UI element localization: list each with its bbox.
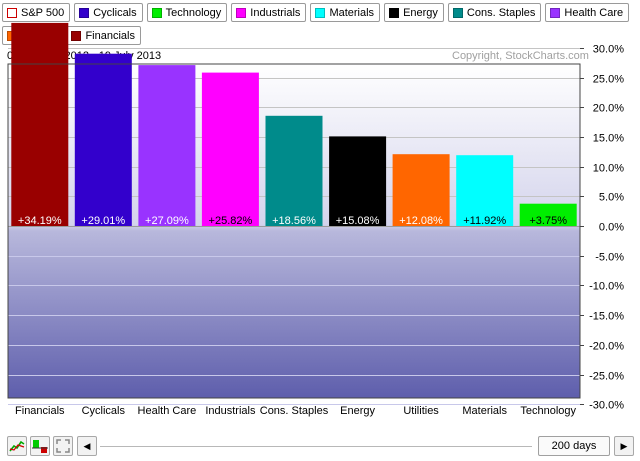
copyright: Copyright, StockCharts.com (452, 50, 589, 62)
bar-materials[interactable] (456, 155, 514, 226)
line-chart-icon (9, 440, 25, 452)
x-tick-label: Cons. Staples (260, 405, 329, 417)
legend-swatch (7, 7, 17, 18)
legend-item-cyclicals[interactable]: Cyclicals (74, 3, 143, 22)
y-tick-label: 10.0% (593, 163, 624, 175)
plot-border (7, 63, 581, 399)
bar-industrials[interactable] (201, 72, 259, 226)
y-tick-label: -5.0% (595, 252, 624, 264)
y-tick-label: 5.0% (599, 192, 624, 204)
x-tick-label: Utilities (403, 405, 439, 417)
legend-swatch (151, 7, 162, 18)
data-label: +29.01% (81, 215, 125, 227)
days-label: 200 days (551, 440, 597, 452)
legend-label: S&P 500 (21, 6, 65, 19)
legend-item-materials[interactable]: Materials (310, 3, 381, 22)
x-tick-label: Health Care (138, 405, 197, 417)
legend: S&P 500 Cyclicals Technology Industrials Mat… (2, 3, 632, 49)
bar-cons-staples[interactable] (265, 115, 323, 226)
legend-item-cons-staples[interactable]: Cons. Staples (447, 3, 542, 22)
data-label: +27.09% (145, 215, 189, 227)
line-chart-button[interactable] (7, 436, 27, 456)
legend-item-health-care[interactable]: Health Care (545, 3, 630, 22)
legend-label: Technology (165, 6, 222, 19)
bar-health-care[interactable] (138, 65, 196, 226)
legend-label: Financials (85, 29, 135, 42)
bar-utilities[interactable] (392, 154, 450, 226)
legend-swatch (389, 7, 400, 18)
days-range-button[interactable]: 200 days (538, 436, 610, 456)
x-axis-ticks: Financials Cyclicals Health Care Industrial… (15, 405, 576, 417)
data-label: +12.08% (399, 215, 443, 227)
legend-label: Materials (329, 6, 375, 19)
y-tick-label: -20.0% (589, 341, 624, 353)
fullscreen-icon (56, 439, 70, 453)
legend-label: Energy (403, 6, 438, 19)
y-tick-label: 0.0% (599, 222, 624, 234)
data-label: +15.08% (336, 215, 380, 227)
x-tick-label: Technology (520, 405, 576, 417)
legend-item-financials[interactable]: Financials (66, 26, 141, 45)
x-tick-label: Financials (15, 405, 65, 417)
y-tick-label: -30.0% (589, 400, 624, 412)
legend-row-1: S&P 500 Cyclicals Technology Industrials Mat… (2, 3, 632, 22)
legend-label: Cons. Staples (466, 6, 536, 19)
legend-item-s-p-500[interactable]: S&P 500 (2, 3, 71, 22)
legend-swatch (236, 7, 247, 18)
legend-swatch (315, 7, 326, 18)
bar-energy[interactable] (329, 136, 387, 226)
y-tick-label: -15.0% (589, 311, 624, 323)
legend-label: Cyclicals (93, 6, 137, 19)
data-label: +11.92% (463, 215, 506, 227)
fullscreen-button[interactable] (53, 436, 73, 456)
y-tick-label: 15.0% (593, 133, 624, 145)
chevron-right-icon: ▶ (620, 440, 628, 451)
legend-swatch (79, 7, 90, 18)
x-tick-label: Cyclicals (82, 405, 126, 417)
scroll-left-button[interactable]: ◀ (77, 436, 97, 456)
bottom-toolbar: ◀ 200 days ▶ (0, 434, 640, 461)
y-tick-label: 20.0% (593, 103, 624, 115)
x-tick-label: Energy (340, 405, 375, 417)
bars (11, 22, 577, 227)
y-tick-label: -25.0% (589, 371, 624, 383)
bar-chart-icon (32, 440, 48, 453)
data-label: +34.19% (18, 215, 62, 227)
legend-item-technology[interactable]: Technology (146, 3, 228, 22)
y-tick-label: -10.0% (589, 281, 624, 293)
date-scroll-track[interactable] (100, 446, 532, 447)
sector-performance-chart: +34.19% +29.01% +27.09% +25.82% +18.56% +15.0… (7, 22, 624, 417)
data-label: +3.75% (529, 215, 567, 227)
data-label: +25.82% (209, 215, 253, 227)
bar-cyclicals[interactable] (74, 53, 132, 227)
bar-technology[interactable] (519, 203, 577, 226)
y-tick-label: 30.0% (593, 44, 624, 56)
legend-label: Industrials (250, 6, 301, 19)
data-labels: +34.19% +29.01% +27.09% +25.82% +18.56% +15.0… (18, 215, 567, 227)
legend-swatch (452, 7, 463, 18)
chevron-left-icon: ◀ (83, 440, 91, 451)
legend-swatch (71, 30, 82, 41)
x-tick-label: Materials (462, 405, 507, 417)
data-label: +18.56% (272, 215, 316, 227)
legend-item-industrials[interactable]: Industrials (231, 3, 307, 22)
bar-chart-button[interactable] (30, 436, 50, 456)
y-axis-ticks: 30.0% 25.0% 20.0% 15.0% 10.0% 5.0% 0.0% -5.0% -1… (580, 44, 624, 412)
legend-swatch (550, 7, 561, 18)
scroll-right-button[interactable]: ▶ (614, 436, 634, 456)
x-tick-label: Industrials (205, 405, 256, 417)
legend-item-energy[interactable]: Energy (384, 3, 444, 22)
bar-financials[interactable] (11, 22, 69, 227)
y-tick-label: 25.0% (593, 74, 624, 86)
legend-label: Health Care (564, 6, 624, 19)
